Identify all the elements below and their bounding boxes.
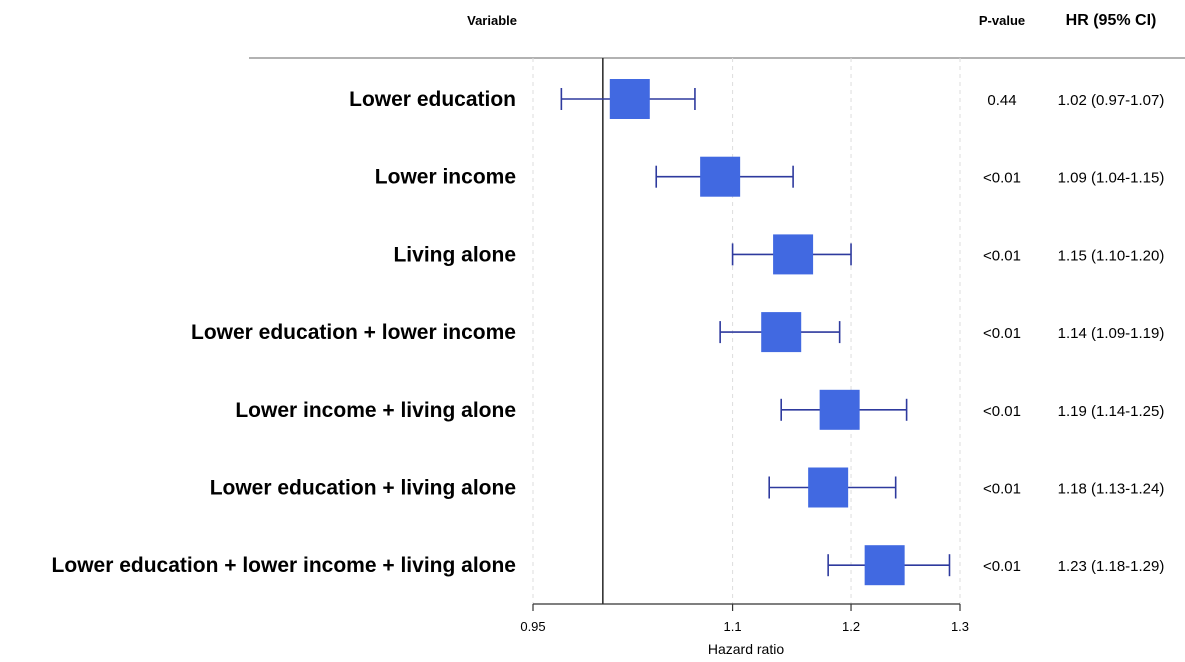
variable-label: Lower education + lower income + living … bbox=[52, 554, 516, 577]
header-variable: Variable bbox=[467, 13, 517, 28]
variable-label: Lower income + living alone bbox=[235, 399, 516, 422]
hr-ci-value: 1.15 (1.10-1.20) bbox=[1058, 247, 1165, 264]
hr-marker bbox=[819, 389, 860, 430]
forest-row: Lower education + lower income + living … bbox=[52, 545, 1165, 586]
forest-row: Lower income + living alone <0.01 1.19 (1.… bbox=[235, 389, 1165, 430]
hr-marker bbox=[700, 156, 741, 197]
variable-label: Living alone bbox=[393, 243, 516, 266]
hr-marker bbox=[864, 545, 905, 586]
forest-row: Lower income <0.01 1.09 (1.04-1.15) bbox=[375, 156, 1165, 197]
hr-marker bbox=[761, 312, 802, 353]
hr-ci-value: 1.23 (1.18-1.29) bbox=[1058, 558, 1165, 575]
p-value: <0.01 bbox=[983, 247, 1021, 264]
p-value: <0.01 bbox=[983, 481, 1021, 498]
grid-lines bbox=[532, 58, 961, 604]
p-value: <0.01 bbox=[983, 558, 1021, 575]
hr-ci-value: 1.14 (1.09-1.19) bbox=[1058, 325, 1165, 342]
hr-marker bbox=[609, 79, 650, 119]
forest-rows: Lower education 0.44 1.02 (0.97-1.07)Lower… bbox=[52, 79, 1165, 586]
hr-ci-value: 1.18 (1.13-1.24) bbox=[1058, 481, 1165, 498]
x-tick-label: 1.2 bbox=[842, 619, 860, 634]
variable-label: Lower income bbox=[375, 166, 516, 189]
forest-row: Living alone <0.01 1.15 (1.10-1.20) bbox=[393, 234, 1165, 275]
x-tick-label: 0.95 bbox=[520, 619, 545, 634]
hr-ci-value: 1.19 (1.14-1.25) bbox=[1058, 403, 1165, 420]
hr-ci-value: 1.09 (1.04-1.15) bbox=[1058, 170, 1165, 187]
forest-row: Lower education + lower income <0.01 1.14 … bbox=[191, 312, 1165, 353]
x-axis-title: Hazard ratio bbox=[708, 641, 784, 657]
forest-row: Lower education 0.44 1.02 (0.97-1.07) bbox=[349, 79, 1164, 119]
hr-ci-value: 1.02 (0.97-1.07) bbox=[1058, 92, 1165, 109]
hr-marker bbox=[808, 467, 849, 508]
variable-label: Lower education + living alone bbox=[210, 477, 516, 500]
p-value: <0.01 bbox=[983, 325, 1021, 342]
variable-label: Lower education + lower income bbox=[191, 321, 516, 344]
variable-label: Lower education bbox=[349, 88, 516, 111]
hr-marker bbox=[773, 234, 814, 275]
forest-row: Lower education + living alone <0.01 1.18 … bbox=[210, 467, 1165, 508]
header-hr-ci: HR (95% CI) bbox=[1066, 12, 1157, 29]
x-tick-label: 1.1 bbox=[724, 619, 742, 634]
p-value: <0.01 bbox=[983, 170, 1021, 187]
p-value: 0.44 bbox=[987, 92, 1016, 109]
x-axis: 0.95 1.1 1.2 1.3 bbox=[520, 603, 969, 634]
p-value: <0.01 bbox=[983, 403, 1021, 420]
x-tick-label: 1.3 bbox=[951, 619, 969, 634]
header-p-value: P-value bbox=[979, 13, 1025, 28]
